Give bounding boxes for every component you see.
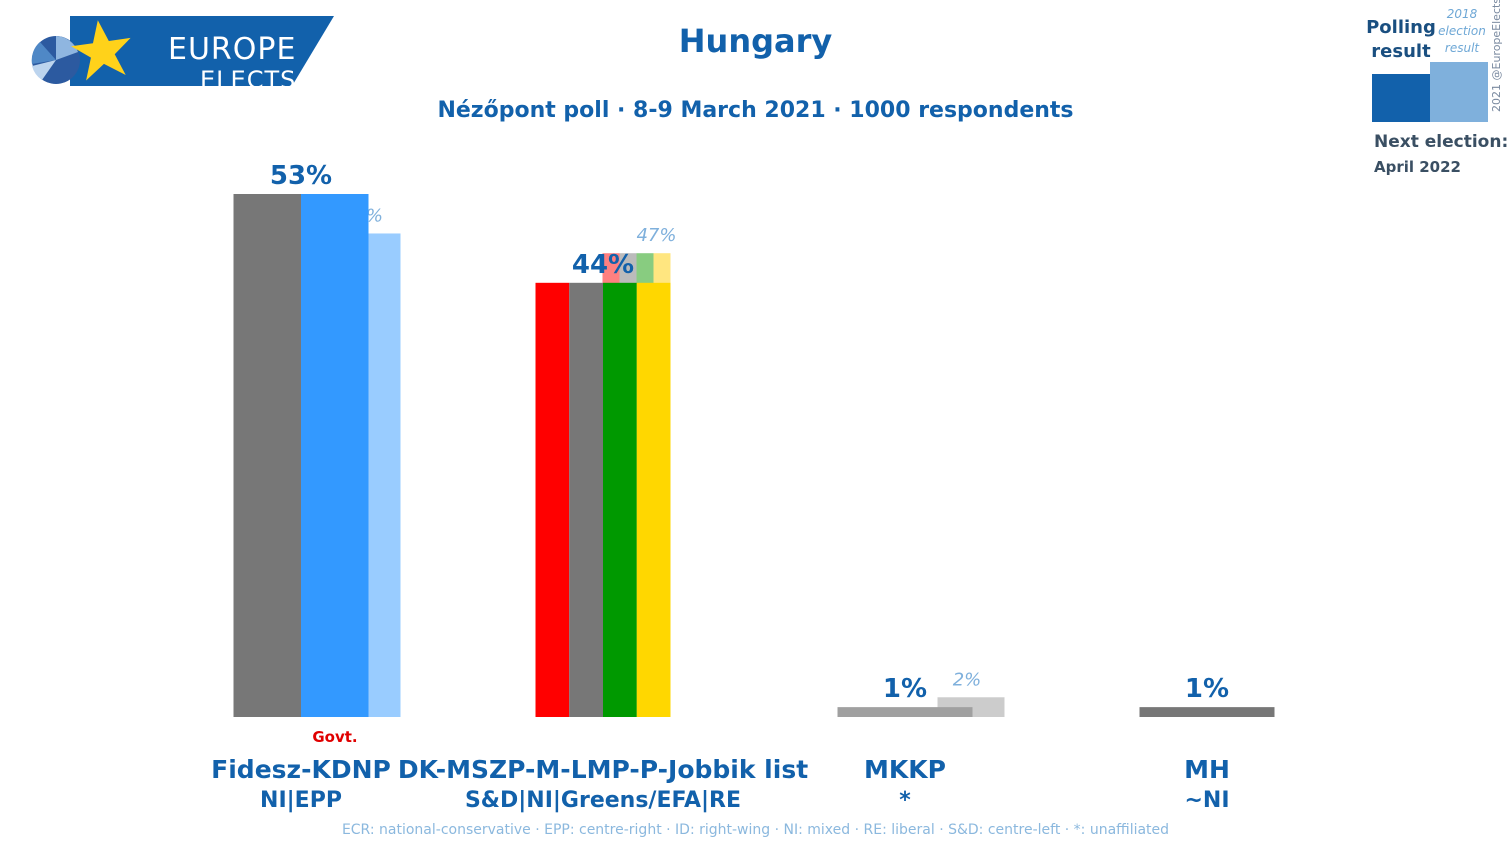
party-0-poll-label: 53%	[270, 161, 332, 191]
logo-graphic	[31, 16, 334, 86]
logo-line1: EUROPE	[168, 32, 297, 67]
party-3-poll-bar-0	[1139, 707, 1275, 717]
party-group-opposition: S&D|NI|Greens/EFA|RE	[464, 788, 742, 813]
party-name-fidesz: Fidesz-KDNP	[211, 755, 391, 784]
party-1-poll-label: 44%	[572, 250, 634, 280]
party-2-previous-label: 2%	[953, 669, 982, 690]
legend-previous-label: 2018 election result	[1438, 7, 1486, 55]
legend-poll-swatch	[1372, 74, 1434, 122]
europe-elects-logo: EUROPE ELECTS	[30, 14, 340, 94]
footnote: ECR: national-conservative · EPP: centre…	[341, 822, 1170, 838]
party-name-mkkp: MKKP	[864, 755, 946, 784]
legend-polling-label: Polling result	[1366, 17, 1436, 62]
party-1-poll-bar-1	[569, 282, 603, 717]
logo-line2: ELECTS	[200, 66, 297, 94]
party-name-mh: MH	[1184, 755, 1230, 784]
legend-swatches	[1372, 62, 1488, 122]
party-1-poll-bar-0	[535, 282, 570, 717]
chart-subtitle: Nézőpont poll · 8-9 March 2021 · 1000 re…	[437, 98, 1074, 123]
party-2-poll-bar-0	[837, 707, 973, 717]
party-name-opposition: DK-MSZP-M-LMP-P-Jobbik list	[397, 755, 809, 784]
chart-title: Hungary	[678, 22, 833, 60]
party-0-poll-bar-1	[301, 194, 369, 717]
party-1-previous-label: 47%	[636, 225, 676, 246]
party-2-poll-label: 1%	[883, 674, 927, 704]
next-election-date: April 2022	[1374, 158, 1461, 176]
party-group-mkkp: *	[899, 788, 911, 813]
party-0-poll-bar-0	[233, 194, 301, 717]
legend-previous-swatch	[1430, 62, 1488, 122]
govt-label: Govt.	[312, 728, 358, 746]
next-election-label: Next election:	[1374, 132, 1509, 152]
party-group-mh: ~NI	[1184, 788, 1230, 813]
party-1-poll-bar-2	[603, 282, 637, 717]
party-3-poll-label: 1%	[1185, 674, 1229, 704]
party-group-fidesz: NI|EPP	[260, 788, 342, 813]
party-1-poll-bar-3	[636, 282, 671, 717]
